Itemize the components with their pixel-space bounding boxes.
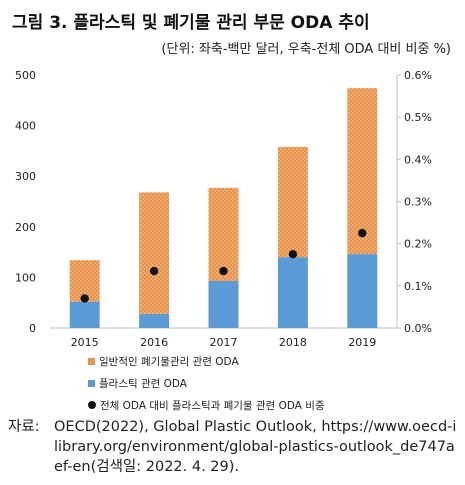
source-note: 자료: OECD(2022), Global Plastic Outlook, … (8, 417, 458, 477)
legend-label-share: 전체 ODA 대비 플라스틱과 폐기물 관련 ODA 비중 (100, 399, 325, 412)
right-tick-label: 0.0% (404, 322, 432, 335)
x-tick-label: 2016 (140, 336, 168, 349)
points-layer (80, 228, 367, 303)
legend-item-plastic: 플라스틱 관련 ODA (88, 372, 325, 394)
left-tick-label: 200 (15, 221, 36, 234)
legend-swatch-plastic (88, 379, 95, 387)
ticks-layer: 0 100 200 300 400 500 0.0% 0.1% 0.2% 0.3% 0.4% 0.5%… (15, 69, 432, 349)
share-point (288, 250, 298, 259)
chart-svg: 0 100 200 300 400 500 0.0% 0.1% 0.2% 0.3% 0.4% 0.5%… (15, 69, 432, 349)
left-tick-label: 100 (15, 271, 36, 284)
bar-plastic (69, 301, 100, 328)
share-point (80, 294, 89, 303)
left-tick-label: 400 (15, 120, 36, 133)
x-tick-label: 2018 (279, 336, 307, 349)
legend-label-waste: 일반적인 폐기물관리 관련 ODA (99, 355, 239, 368)
right-tick-label: 0.6% (404, 69, 432, 82)
source-text: OECD(2022), Global Plastic Outlook, http… (54, 419, 457, 475)
bar-waste (277, 146, 308, 258)
share-point (358, 228, 367, 238)
right-tick-label: 0.3% (404, 196, 432, 209)
left-tick-label: 0 (29, 322, 36, 335)
left-tick-label: 300 (15, 170, 36, 183)
x-tick-label: 2015 (71, 336, 99, 349)
bar-plastic (139, 313, 170, 328)
bar-waste (139, 192, 170, 314)
right-tick-label: 0.1% (404, 280, 432, 293)
legend-swatch-waste (88, 357, 95, 365)
right-tick-label: 0.4% (404, 153, 432, 166)
share-point (149, 266, 159, 276)
bar-plastic (208, 280, 239, 328)
bar-waste (347, 88, 378, 255)
left-tick-label: 500 (15, 69, 36, 82)
figure-title: 그림 3. 플라스틱 및 폐기물 관리 부문 ODA 추이 (12, 13, 370, 33)
right-tick-label: 0.5% (404, 111, 432, 124)
source-label: 자료: (8, 419, 40, 435)
share-point (219, 266, 228, 276)
bar-plastic (277, 257, 308, 328)
right-tick-label: 0.2% (404, 238, 432, 251)
legend-item-share: 전체 ODA 대비 플라스틱과 폐기물 관련 ODA 비중 (88, 394, 325, 416)
legend-swatch-share (88, 401, 96, 409)
x-tick-label: 2017 (210, 336, 238, 349)
legend-label-plastic: 플라스틱 관련 ODA (99, 377, 187, 390)
legend-item-waste: 일반적인 폐기물관리 관련 ODA (88, 350, 325, 372)
bar-waste (208, 187, 239, 281)
bar-plastic (347, 254, 378, 328)
x-tick-label: 2019 (348, 336, 376, 349)
figure-subtitle: (단위: 좌축-백만 달러, 우축-전체 ODA 대비 비중 %) (161, 42, 451, 57)
bars-layer (69, 88, 378, 328)
chart-legend: 일반적인 폐기물관리 관련 ODA 플라스틱 관련 ODA 전체 ODA 대비 … (88, 350, 325, 416)
